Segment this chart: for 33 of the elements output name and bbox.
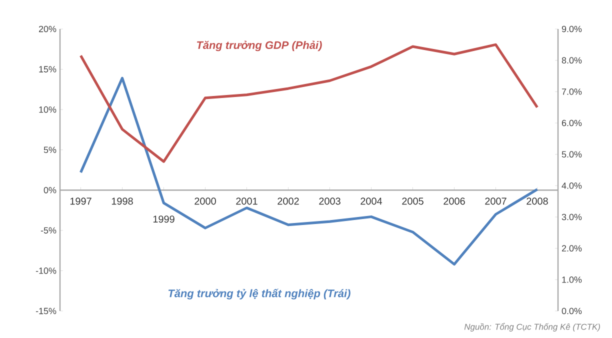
y2-tick-label: 5.0% (562, 151, 582, 158)
x-tick-label: 2000 (194, 198, 216, 205)
x-tick-label: 2006 (444, 198, 465, 205)
y-tick-label: -10% (36, 268, 56, 274)
y-tick-label: 20% (38, 26, 56, 32)
x-tick-label: 2002 (278, 198, 299, 205)
y2-tick-label: 0.0% (562, 308, 582, 314)
y-tick-label: 15% (39, 66, 56, 72)
x-tick-label: 1999 (153, 216, 174, 223)
x-tick-label: 2008 (526, 198, 548, 205)
y2-tick-label: 8.0% (562, 57, 582, 64)
y-tick-label: 10% (39, 106, 56, 113)
text: Tăng trưởng GDP (Phải) (196, 40, 322, 52)
y-tick-label: -15% (36, 308, 56, 314)
y2-tick-label: 3.0% (562, 214, 582, 220)
y2-tick-label: 6.0% (562, 120, 582, 126)
y2-tick-label: 7.0% (562, 88, 582, 95)
x-tick-label: 2007 (485, 198, 506, 205)
y2-tick-label: 9.0% (562, 26, 582, 32)
y2-tick-label: 1.0% (562, 276, 582, 283)
text: Nguồn: Tổng Cục Thống Kê (TCTK) (464, 322, 600, 332)
x-tick-label: 2001 (236, 198, 258, 205)
y2-tick-label: 2.0% (562, 245, 582, 252)
x-tick-label: 2004 (360, 198, 382, 205)
x-tick-label: 2005 (402, 198, 424, 205)
y2-tick-label: 4.0% (562, 182, 582, 189)
text: Tăng trưởng tỷ lệ thất nghiệp (Trái) (168, 288, 350, 300)
y-tick-label: 0% (44, 186, 56, 194)
y-tick-label: -5% (40, 227, 56, 234)
x-tick-label: 2003 (319, 198, 340, 205)
x-tick-label: 1998 (112, 198, 133, 205)
x-tick-label: 1997 (70, 198, 92, 205)
y-tick-label: 5% (44, 146, 56, 154)
